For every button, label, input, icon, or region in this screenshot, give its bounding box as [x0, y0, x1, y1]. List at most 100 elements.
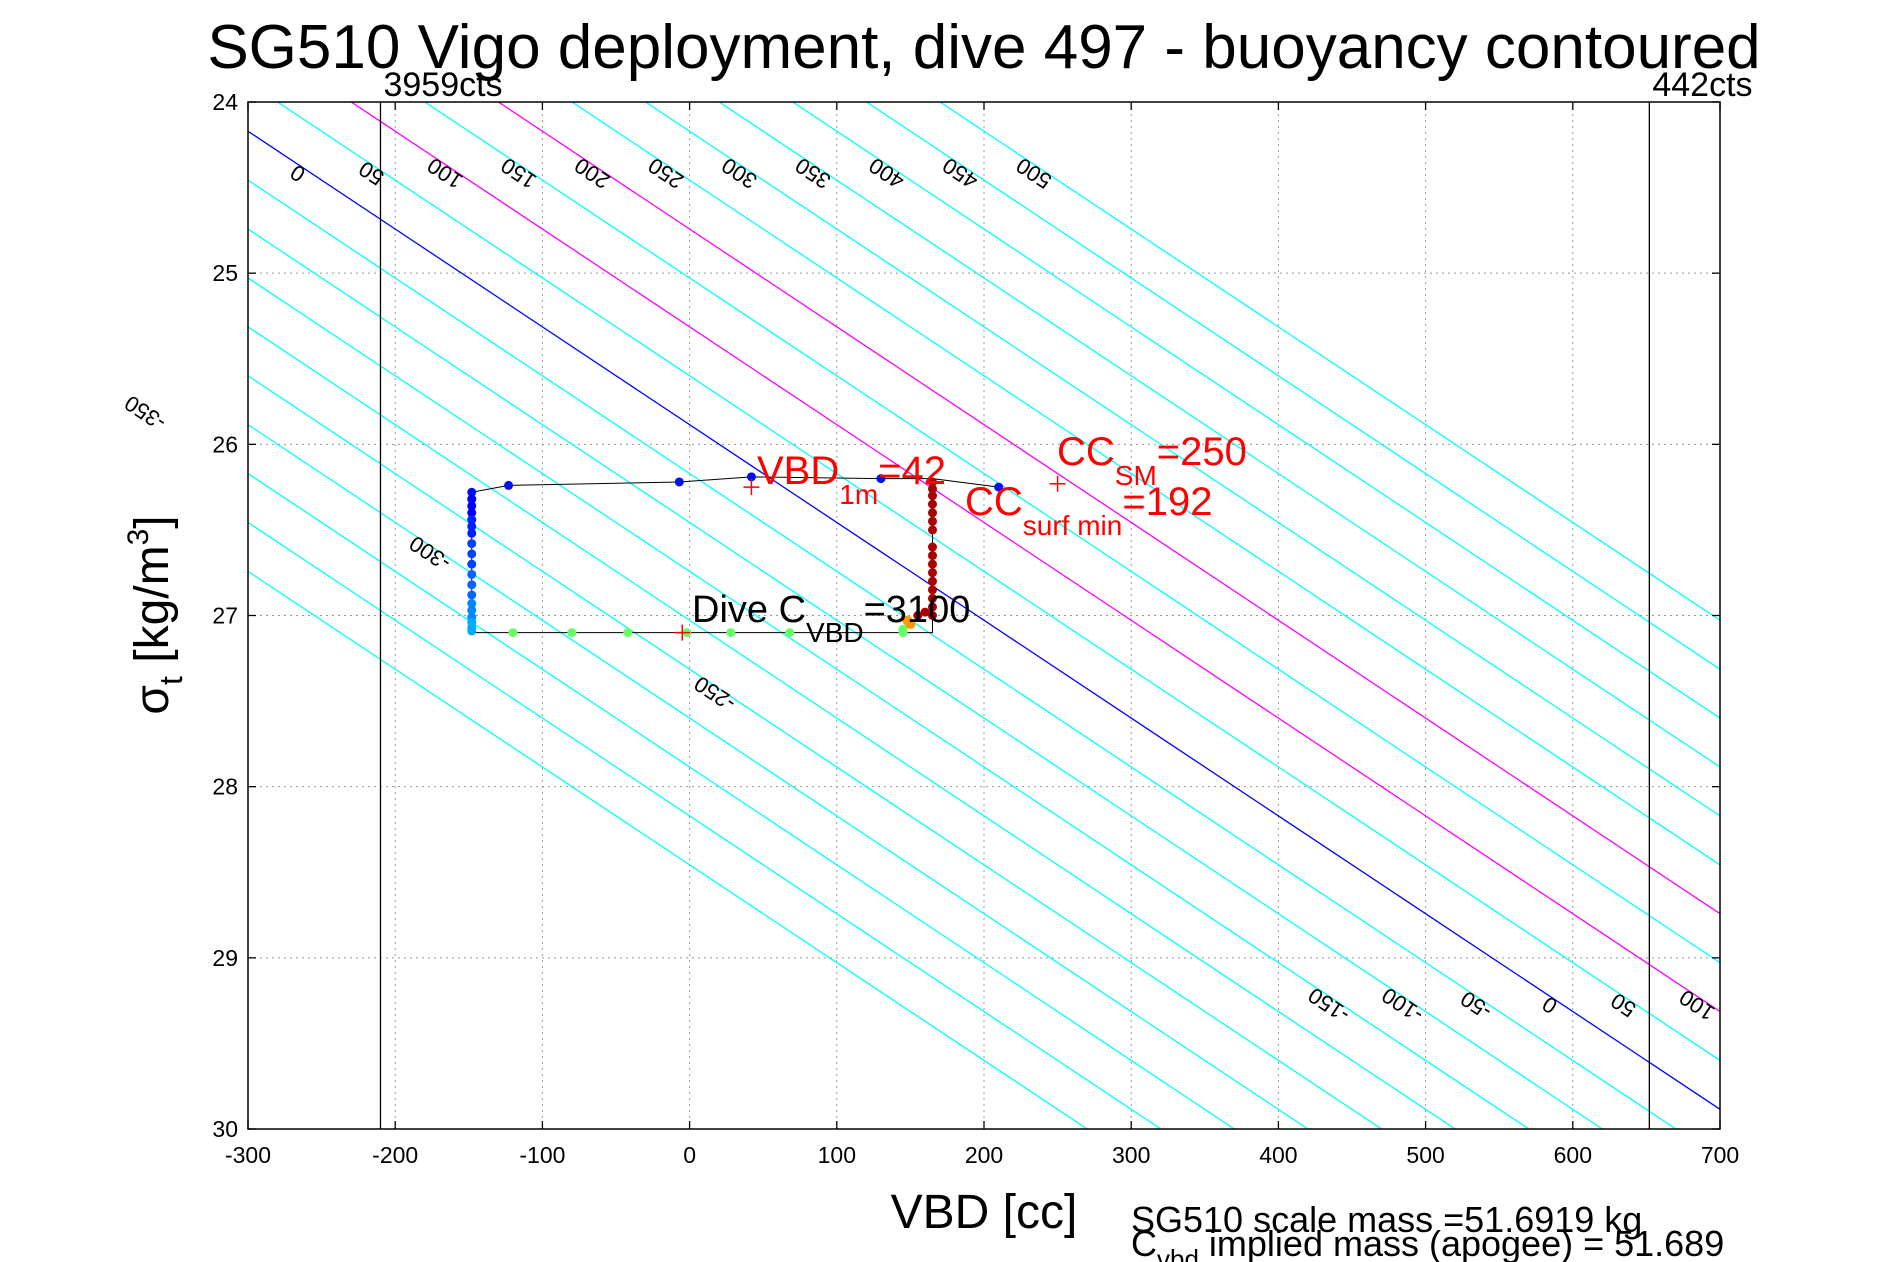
- descent-point: [467, 569, 477, 579]
- ascent-point: [927, 516, 937, 526]
- x-tick-label: 600: [1554, 1142, 1592, 1168]
- descent-point: [746, 472, 756, 482]
- ascent-point: [927, 602, 937, 612]
- contour-line: [792, 102, 1720, 719]
- ascent-point: [927, 542, 937, 552]
- svg-text:Dive CVBD=3100: Dive CVBD=3100: [692, 589, 970, 648]
- contour-line: [248, 472, 1235, 1129]
- ascent-point: [927, 484, 937, 494]
- count-label: 3959cts: [383, 66, 502, 104]
- descent-point: [467, 515, 477, 525]
- contour-line: [866, 102, 1720, 670]
- ascent-point: [927, 525, 937, 535]
- bottom-point: [785, 628, 795, 638]
- contour-line: [645, 102, 1720, 817]
- svg-text:CCSM=250: CCSM=250: [1057, 430, 1247, 491]
- contour-line: [277, 102, 1720, 1062]
- descent-point: [467, 487, 477, 497]
- axis-ticks: -300 -200 -100 0 100 200 300 400 500 600 700 24 25 26…: [212, 89, 1739, 1168]
- descent-point: [467, 494, 477, 504]
- contour-line: [498, 102, 1720, 915]
- ascent-point: [927, 559, 937, 569]
- descent-point: [467, 521, 477, 531]
- ascent-point: [927, 499, 937, 509]
- y-axis-label: σt [kg/m3]: [122, 515, 189, 714]
- descent-point: [467, 549, 477, 559]
- turn-point: [905, 619, 916, 630]
- ascent-point: [927, 508, 937, 518]
- ascent-point: [913, 611, 923, 620]
- descent-point: [467, 508, 477, 518]
- count-lines: 3959cts 442cts: [379, 66, 1753, 1129]
- y-tick-label: 29: [212, 945, 238, 971]
- ascent-point: [927, 477, 937, 487]
- x-tick-label: 0: [683, 1142, 696, 1168]
- count-label: 442cts: [1652, 66, 1752, 104]
- contour-line: [248, 326, 1456, 1129]
- plus-marker: [674, 624, 691, 641]
- descent-point: [504, 480, 514, 490]
- contour-line: [248, 521, 1162, 1129]
- bottom-point: [623, 628, 633, 638]
- dive-points: [467, 472, 1066, 641]
- ascent-point: [920, 607, 930, 617]
- descent-point: [876, 474, 886, 484]
- annotation-vbd1m: VBD1m=42: [757, 449, 946, 510]
- ascent-point: [927, 593, 937, 603]
- y-tick-label: 24: [212, 89, 238, 115]
- ascent-point: [927, 576, 937, 586]
- ascent-point: [927, 585, 937, 595]
- descent-point: [467, 528, 477, 538]
- y-tick-label: 27: [212, 603, 238, 629]
- x-tick-label: -100: [519, 1142, 565, 1168]
- contour-line: [248, 179, 1677, 1129]
- x-tick-label: 300: [1112, 1142, 1150, 1168]
- descent-point: [467, 580, 477, 590]
- x-tick-label: 100: [818, 1142, 856, 1168]
- descent-point: [467, 599, 477, 609]
- bottom-point: [726, 628, 736, 638]
- descent-point: [467, 559, 477, 569]
- descent-point: [467, 626, 477, 636]
- contour-line: [248, 374, 1382, 1129]
- bottom-point: [567, 628, 577, 638]
- descent-point: [674, 477, 684, 487]
- descent-point: [467, 539, 477, 549]
- svg-text:CCsurf min=192: CCsurf min=192: [965, 480, 1212, 541]
- footer-scale-mass: SG510 scale mass =51.6919 kg: [1131, 1199, 1642, 1240]
- x-axis-label: VBD [cc]: [891, 1186, 1078, 1239]
- y-tick-label: 30: [212, 1116, 238, 1142]
- y-tick-label: 25: [212, 260, 238, 286]
- ascent-point: [927, 491, 937, 501]
- annotation-ccsurf: CCsurf min=192: [965, 480, 1212, 541]
- svg-text:VBD1m=42: VBD1m=42: [757, 449, 946, 510]
- annotation-ccsm: CCSM=250: [1057, 430, 1247, 491]
- x-tick-label: -200: [372, 1142, 418, 1168]
- svg-text:σt [kg/m3]: σt [kg/m3]: [122, 515, 189, 714]
- x-tick-label: 200: [965, 1142, 1003, 1168]
- x-tick-label: 400: [1259, 1142, 1297, 1168]
- x-tick-label: 700: [1701, 1142, 1739, 1168]
- chart-title: SG510 Vigo deployment, dive 497 - buoyan…: [207, 13, 1760, 82]
- y-tick-label: 28: [212, 774, 238, 800]
- contour-line: [248, 228, 1603, 1129]
- x-tick-label: -300: [225, 1142, 271, 1168]
- footer-implied-mass: Cvbd implied mass (apogee) = 51.689: [1131, 1223, 1724, 1262]
- descent-point: [994, 482, 1004, 492]
- plus-marker: [1049, 475, 1066, 492]
- x-tick-label: 500: [1406, 1142, 1444, 1168]
- bottom-point: [508, 628, 518, 638]
- contour-line: [718, 102, 1720, 768]
- contour-line: [248, 423, 1309, 1129]
- descent-point: [467, 590, 477, 600]
- contour-line: [248, 277, 1530, 1129]
- y-tick-label: 26: [212, 431, 238, 457]
- ascent-point: [927, 551, 937, 561]
- ascent-point: [927, 611, 937, 620]
- contour-line: [248, 130, 1720, 1111]
- descent-point: [467, 605, 477, 615]
- annotation-dive-cvbd: Dive CVBD=3100: [692, 589, 970, 648]
- contour-line: [350, 102, 1720, 1013]
- descent-point: [467, 501, 477, 511]
- contour-line: [248, 570, 1088, 1129]
